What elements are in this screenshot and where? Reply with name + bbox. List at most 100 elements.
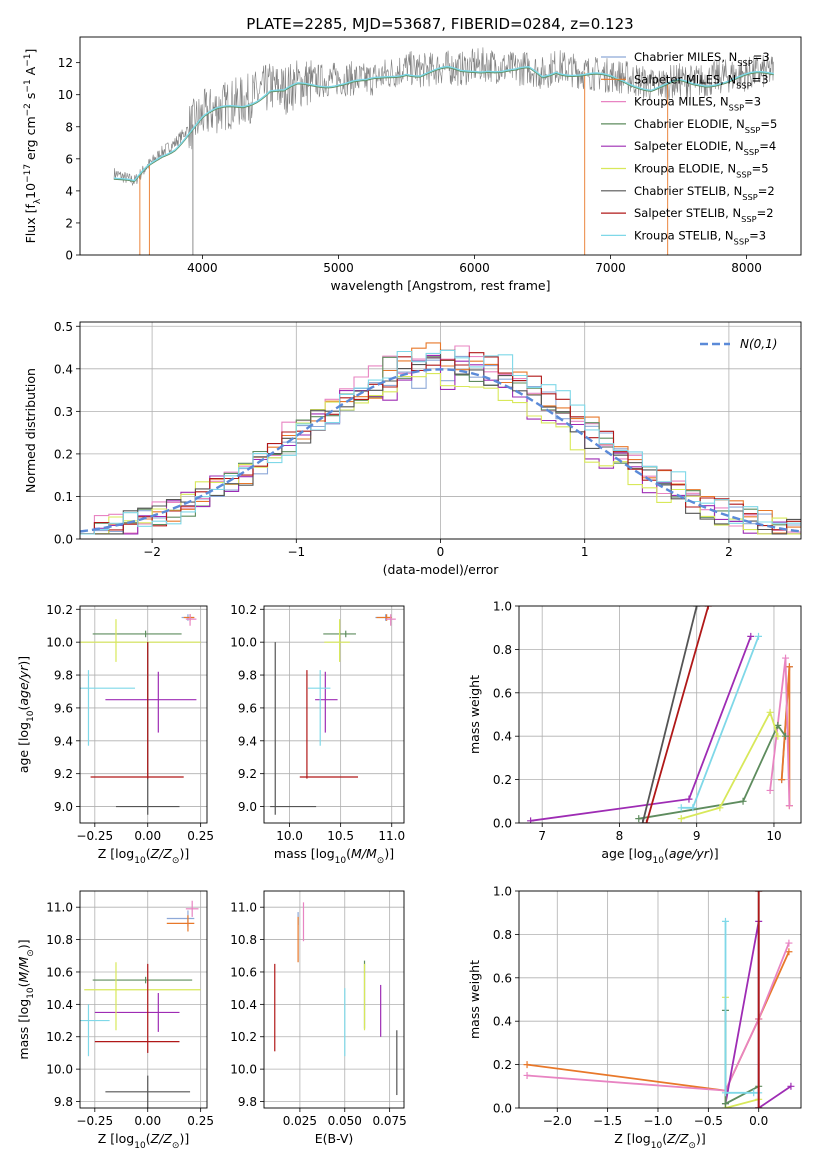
x-tick-label: −0.25: [76, 829, 113, 843]
x-axis-label: age [log10(age/yr)]: [601, 846, 718, 866]
y-tick-label: 0.6: [493, 971, 512, 985]
y-tick-label: 10.2: [230, 1030, 257, 1044]
legend-label: Chabrier STELIB, NSSP=2: [634, 184, 775, 202]
plot-area: [523, 891, 795, 1108]
y-tick-label: 9.0: [54, 800, 73, 814]
y-tick-label: 0.0: [493, 1102, 512, 1116]
errorbar-point: [270, 642, 317, 815]
axes-frame: [79, 36, 802, 256]
y-tick-label: 9.2: [54, 767, 73, 781]
y-tick-label: 10.4: [230, 998, 257, 1012]
errorbar-point: [92, 630, 182, 638]
panel-age_vs_mass: 10.0 10.5 11.0 9.0 9.2 9.4 9.6 9.8 10.0 10.2 mass …: [230, 603, 405, 866]
x-axis-label: wavelength [Angstrom, rest frame]: [330, 278, 550, 293]
plot-area: [80, 614, 201, 815]
y-axis-label: age [log10(age/yr)]: [16, 656, 36, 773]
y-axis-label: Flux [fλ10−17 erg cm−2 s−1 A−1]: [23, 49, 43, 244]
panels: 4000 5000 6000 7000 8000024681012wavelength …: [16, 36, 802, 1151]
panel-mass_vs_ebv: 0.025 0.050 0.075 9.8 10.0 10.2 10.4 10.6 10.8 11…: [230, 890, 407, 1146]
panel-weight_vs_age: 7 8 9 10 0.0 0.2 0.4 0.6 0.8 1.0 age [log10(age/yr…: [467, 600, 802, 866]
weight-marker: [785, 939, 793, 947]
weight-marker: [766, 786, 774, 794]
weight-marker: [721, 917, 729, 925]
weight-marker: [766, 708, 774, 716]
weight-marker: [755, 632, 763, 640]
y-tick-label: 0.8: [493, 643, 512, 657]
weight-marker: [642, 819, 650, 823]
weight-marker: [787, 1082, 795, 1090]
weight-marker: [693, 606, 701, 610]
x-tick-label: 2: [725, 545, 733, 559]
errorbar-point: [94, 963, 180, 1053]
axes-frame: [518, 890, 802, 1109]
panel-mass_vs_Z: −0.25 0.00 0.25 9.8 10.0 10.2 10.4 10.6 10.8 11.0…: [16, 890, 214, 1151]
y-tick-label: 0.1: [54, 490, 73, 504]
y-tick-label: 10.0: [46, 1063, 73, 1077]
x-tick-label: 8000: [731, 261, 762, 275]
x-tick-label: 0.25: [187, 1114, 214, 1128]
weight-marker: [635, 815, 643, 823]
errorbar-point: [185, 900, 199, 917]
figure-title: PLATE=2285, MJD=53687, FIBERID=0284, z=0…: [246, 15, 633, 33]
x-tick-label: −0.5: [694, 1114, 723, 1128]
y-tick-label: 0.4: [54, 362, 73, 376]
y-tick-label: 0.6: [493, 686, 512, 700]
y-tick-label: 9.2: [238, 767, 257, 781]
weight-marker: [755, 1104, 763, 1108]
weight-marker: [782, 654, 790, 662]
y-tick-label: 0.0: [493, 817, 512, 831]
errorbar-point: [84, 962, 201, 1031]
errorbar-point: [80, 1004, 110, 1057]
weight-marker: [704, 606, 712, 610]
plot-area: [113, 47, 774, 255]
x-axis-label: Z [log10(Z/Z⊙)]: [98, 846, 189, 866]
x-tick-label: 7: [538, 829, 546, 843]
x-tick-label: 0.25: [187, 829, 214, 843]
errorbar-point: [92, 976, 193, 984]
x-tick-label: −1: [287, 545, 305, 559]
weight-marker: [785, 663, 793, 671]
axes-frame: [518, 605, 802, 824]
errorbar-point: [299, 670, 359, 779]
legend-label: Chabrier MILES, NSSP=3: [634, 50, 770, 68]
spectrum-legend: Chabrier MILES, NSSP=3 Salpeter MILES, NS…: [601, 50, 777, 246]
x-tick-label: 7000: [595, 261, 626, 275]
weight-marker: [677, 804, 685, 812]
y-tick-label: 10.0: [46, 636, 73, 650]
errorbar-point: [90, 642, 184, 779]
errorbar-point: [105, 671, 197, 733]
legend-label: N(0,1): [740, 337, 777, 351]
y-tick-label: 10.0: [230, 1063, 257, 1077]
x-tick-label: 10: [766, 829, 781, 843]
weight-line: [638, 723, 787, 820]
y-tick-label: 9.8: [54, 1095, 73, 1109]
errorbar-point: [315, 671, 338, 733]
x-tick-label: −2.0: [543, 1114, 572, 1128]
x-tick-label: −2: [143, 545, 161, 559]
y-tick-label: 1.0: [493, 885, 512, 899]
weight-marker: [782, 732, 790, 740]
weight-marker: [677, 815, 685, 823]
y-tick-label: 10.2: [46, 1030, 73, 1044]
weight-marker: [785, 802, 793, 810]
weight-marker: [778, 776, 786, 784]
weight-marker: [685, 795, 693, 803]
errorbar-point: [80, 670, 136, 746]
y-tick-label: 10.2: [230, 603, 257, 617]
panel-residuals: −2 −1 0 1 2 0.0 0.1 0.2 0.3 0.4 0.5 (data-model)/er…: [23, 320, 802, 577]
errorbar-point: [94, 993, 180, 1032]
x-tick-label: 0.025: [283, 1114, 317, 1128]
y-tick-label: 10.6: [230, 965, 257, 979]
plot-area: [527, 606, 793, 823]
residual-histogram: [80, 352, 801, 535]
errorbar-point: [385, 614, 396, 626]
errorbar-point: [166, 915, 195, 932]
weight-line: [527, 942, 790, 1092]
y-tick-label: 9.4: [238, 734, 257, 748]
x-tick-label: 1: [581, 545, 589, 559]
y-axis-label: mass [log10(M/M⊙)]: [16, 939, 36, 1059]
x-tick-label: 9: [693, 829, 701, 843]
legend-label: Kroupa ELODIE, NSSP=5: [634, 162, 769, 180]
y-tick-label: 0: [65, 249, 73, 263]
